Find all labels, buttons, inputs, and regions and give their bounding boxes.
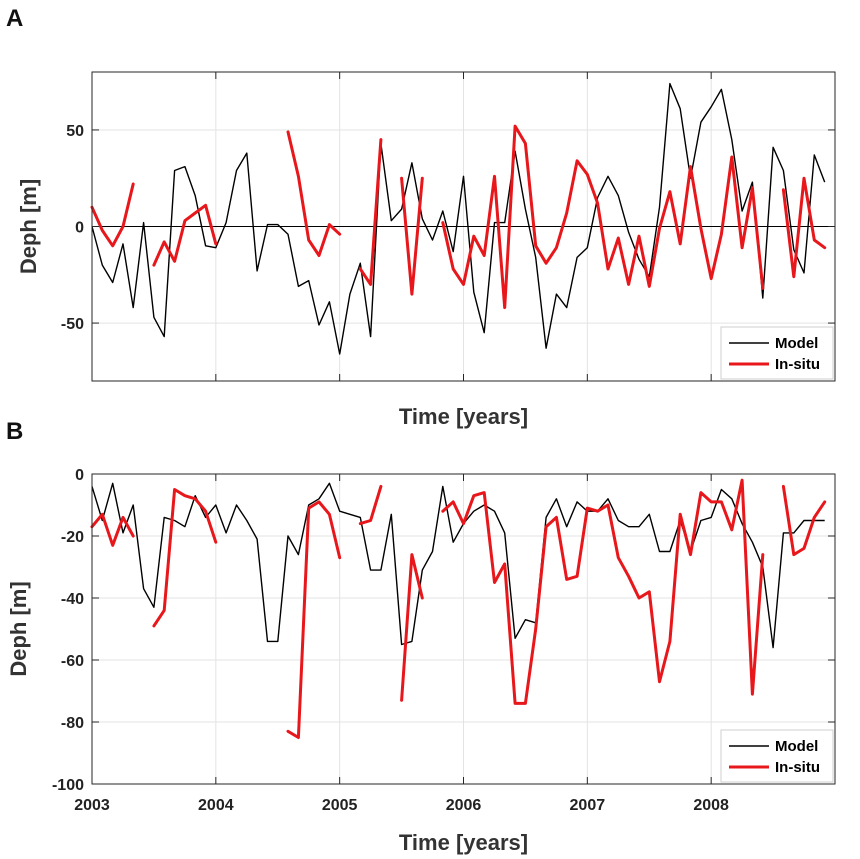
legend-label-in-situ: In-situ	[775, 759, 820, 776]
legend-label-in-situ: In-situ	[775, 356, 820, 373]
series-line-in-situ	[781, 484, 827, 557]
legend: Model In-situ	[720, 729, 834, 783]
legend-label-model: Model	[775, 738, 818, 755]
series-line-in-situ	[152, 488, 218, 628]
y-tick-label: -40	[61, 591, 84, 608]
y-tick-label: -20	[61, 529, 84, 546]
series-layer	[90, 478, 827, 739]
x-tick-label: 2003	[74, 797, 110, 814]
x-tick-label: 2004	[198, 797, 234, 814]
x-tick-label: 2007	[570, 797, 606, 814]
y-tick-label: 0	[75, 220, 84, 237]
series-line-in-situ	[90, 512, 135, 547]
legend: Model In-situ	[720, 326, 834, 380]
series-line-in-situ	[441, 478, 765, 705]
legend-box	[720, 326, 834, 380]
series-line-in-situ	[400, 553, 424, 702]
y-tick-label: -80	[61, 715, 84, 732]
y-tick-label: 50	[66, 123, 84, 140]
series-line-model	[91, 482, 825, 649]
series-line-in-situ	[286, 130, 342, 257]
legend-label-model: Model	[775, 335, 818, 352]
x-axis-label: Time [years]	[399, 830, 528, 855]
legend-box	[720, 729, 834, 783]
series-layer	[90, 82, 827, 355]
series-line-in-situ	[90, 182, 135, 248]
series-line-in-situ	[286, 500, 342, 739]
y-tick-label: 0	[75, 467, 84, 484]
series-line-model	[91, 82, 826, 355]
series-line-in-situ	[358, 138, 383, 286]
x-tick-label: 2005	[322, 797, 358, 814]
y-tick-label: -100	[52, 777, 84, 794]
panel-b-letter: B	[6, 418, 23, 445]
y-axis-label: Deph [m]	[6, 581, 31, 676]
x-axis-label: Time [years]	[399, 404, 528, 429]
series-line-in-situ	[400, 176, 424, 296]
series-line-in-situ	[358, 484, 383, 526]
y-tick-label: -50	[61, 316, 84, 333]
panel-a: A -50 0 50 Deph [m] Time [years] Model In-…	[6, 5, 836, 429]
panel-a-letter: A	[6, 5, 23, 32]
series-line-in-situ	[781, 176, 827, 279]
y-tick-label: -60	[61, 653, 84, 670]
y-axis-label: Deph [m]	[16, 179, 41, 274]
series-line-in-situ	[152, 203, 218, 267]
x-tick-label: 2008	[693, 797, 729, 814]
panel-b: B -100 -80 -60 -40 -20 0 2003 2004 2005 2006 2007 2…	[6, 418, 836, 855]
series-line-in-situ	[441, 124, 765, 310]
x-tick-label: 2006	[446, 797, 482, 814]
